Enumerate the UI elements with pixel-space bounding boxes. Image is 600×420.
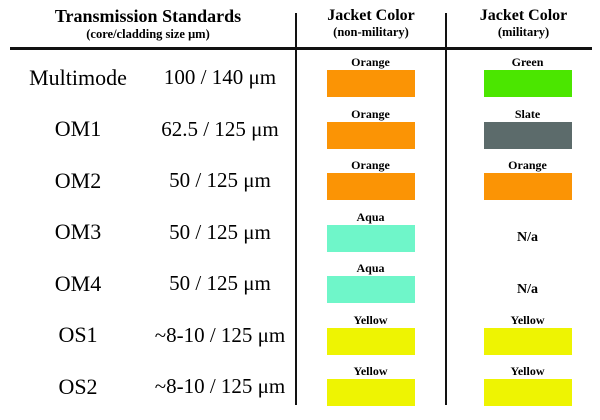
- jacket-color-swatch: [483, 173, 572, 200]
- table-row: OM1 62.5 / 125 μm Orange Slate: [0, 104, 600, 156]
- jacket-color-label: Green: [511, 55, 544, 69]
- header-jacket-non-military: Jacket Color (non-military): [297, 6, 445, 39]
- standard-name: OM3: [54, 219, 102, 245]
- table-row: OS1 ~8-10 / 125 μm Yellow Yellow: [0, 310, 600, 362]
- jacket-color-label: Slate: [514, 106, 541, 121]
- standard-name: Multimode: [29, 64, 127, 90]
- jacket-color-swatch: [326, 276, 415, 303]
- jacket-cell-non-military: Aqua: [296, 258, 445, 310]
- standard-name: OM4: [54, 270, 102, 296]
- jacket-color-swatch: [483, 121, 572, 149]
- standard-name: OM1: [54, 116, 102, 142]
- jacket-color-label: Aqua: [356, 261, 385, 275]
- not-applicable-label: N/a: [517, 281, 538, 297]
- core-cladding-size: 100 / 140 μm: [163, 65, 277, 90]
- column-divider-1: [295, 13, 297, 405]
- jacket-cell-military: N/a: [450, 207, 600, 259]
- table-row: OM4 50 / 125 μm Aqua N/a: [0, 258, 600, 310]
- jacket-color-label: Aqua: [356, 209, 385, 224]
- header-transmission-standards: Transmission Standards (core/cladding si…: [0, 6, 296, 41]
- core-cladding-size: 50 / 125 μm: [169, 271, 271, 296]
- header-title: Transmission Standards: [54, 6, 242, 26]
- jacket-cell-military: Orange: [450, 155, 600, 207]
- header-jacket-military: Jacket Color (military): [447, 6, 600, 39]
- jacket-color-swatch: [483, 70, 572, 97]
- standard-name: OS1: [58, 322, 98, 348]
- header-divider-line: [10, 47, 592, 50]
- table-row: OM3 50 / 125 μm Aqua N/a: [0, 207, 600, 259]
- jacket-cell-military: Yellow: [450, 310, 600, 362]
- jacket-color-swatch: [483, 327, 572, 355]
- jacket-color-label: Yellow: [353, 312, 388, 327]
- not-applicable-label: N/a: [517, 230, 538, 246]
- jacket-color-label: Orange: [351, 158, 390, 172]
- table-row: OM2 50 / 125 μm Orange Orange: [0, 155, 600, 207]
- jacket-cell-non-military: Aqua: [296, 207, 445, 259]
- jacket-cell-non-military: Orange: [296, 155, 445, 207]
- jacket-cell-military: Slate: [450, 104, 600, 156]
- core-cladding-size: ~8-10 / 125 μm: [154, 322, 286, 347]
- jacket-color-label: Orange: [351, 55, 390, 69]
- table-row: OS2 ~8-10 / 125 μm Yellow Yellow: [0, 361, 600, 413]
- core-cladding-size: 50 / 125 μm: [169, 168, 271, 193]
- jacket-cell-non-military: Orange: [296, 52, 445, 104]
- header-subtitle: (military): [497, 25, 550, 39]
- jacket-cell-military: Yellow: [450, 361, 600, 413]
- jacket-cell-military: Green: [450, 52, 600, 104]
- header-title: Jacket Color: [327, 7, 415, 24]
- jacket-cell-non-military: Yellow: [296, 361, 445, 413]
- jacket-cell-non-military: Yellow: [296, 310, 445, 362]
- jacket-color-label: Orange: [351, 106, 390, 121]
- core-cladding-size: 62.5 / 125 μm: [161, 116, 279, 141]
- jacket-color-swatch: [326, 327, 415, 355]
- table-row: Multimode 100 / 140 μm Orange Green: [0, 52, 600, 104]
- core-cladding-size: ~8-10 / 125 μm: [154, 374, 286, 399]
- jacket-color-label: Yellow: [510, 364, 545, 378]
- jacket-color-label: Orange: [508, 158, 547, 172]
- core-cladding-size: 50 / 125 μm: [169, 219, 271, 244]
- standard-name: OS2: [58, 373, 98, 399]
- jacket-color-swatch: [326, 70, 415, 97]
- jacket-color-label: Yellow: [510, 312, 545, 327]
- header-title: Jacket Color: [479, 7, 568, 24]
- jacket-color-label: Yellow: [353, 364, 388, 378]
- jacket-color-swatch: [326, 121, 415, 149]
- jacket-color-swatch: [483, 379, 572, 406]
- jacket-color-swatch: [326, 224, 415, 252]
- jacket-color-swatch: [326, 379, 415, 406]
- header-subtitle: (core/cladding size μm): [86, 27, 210, 41]
- jacket-cell-non-military: Orange: [296, 104, 445, 156]
- table-body: Multimode 100 / 140 μm Orange Green OM1 62.5 …: [0, 52, 600, 413]
- jacket-color-swatch: [326, 173, 415, 200]
- header-subtitle: (non-military): [333, 25, 409, 39]
- jacket-cell-military: N/a: [450, 258, 600, 310]
- column-divider-2: [445, 13, 447, 405]
- standard-name: OM2: [54, 167, 102, 193]
